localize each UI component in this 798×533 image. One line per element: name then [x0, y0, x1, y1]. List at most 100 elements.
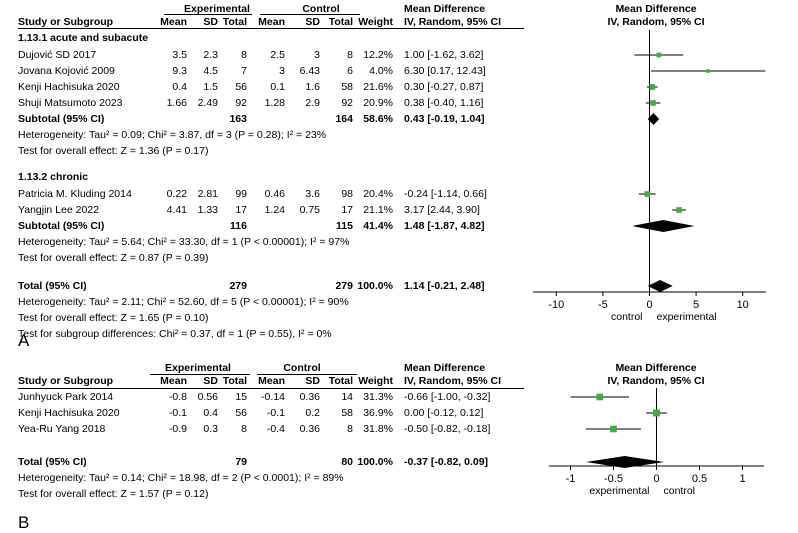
ci-value: -0.50 [-0.82, -0.18]: [404, 423, 491, 435]
summary-diamond: [585, 456, 665, 468]
ctl-mean: -0.1: [266, 407, 285, 419]
weight-value: 12.2%: [363, 49, 393, 61]
ctl-sd: 0.2: [305, 407, 320, 419]
panel-a-header-rule: [18, 28, 524, 29]
summary-ci: 1.48 [-1.87, 4.82]: [404, 220, 485, 232]
ctl-mean: 0.1: [270, 81, 285, 93]
weight-value: 31.3%: [363, 391, 393, 403]
footer-text: Heterogeneity: Tau² = 0.14; Chi² = 18.98…: [18, 472, 344, 484]
ctl-sd: 3.6: [305, 188, 320, 200]
md-header: Mean Difference: [404, 362, 486, 374]
study-name: Patricia M. Kluding 2014: [18, 188, 132, 200]
x-axis-tick-label: -10: [548, 299, 564, 311]
footer-text: Test for overall effect: Z = 1.65 (P = 0…: [18, 312, 209, 324]
ctl-mean: 2.5: [270, 49, 285, 61]
x-axis-tick-label: 5: [693, 299, 699, 311]
weight-value: 31.8%: [363, 423, 393, 435]
exp-total: 56: [235, 407, 247, 419]
x-axis-tick-label: -5: [598, 299, 608, 311]
panel-b-header-rule: [18, 388, 524, 389]
weight-value: 36.9%: [363, 407, 393, 419]
weight-value: 4.0%: [369, 65, 393, 77]
summary-label: Subtotal (95% CI): [18, 113, 105, 125]
study-name: Kenji Hachisuka 2020: [18, 407, 120, 419]
summary-weight: 100.0%: [357, 280, 393, 292]
exp-total: 7: [241, 65, 247, 77]
summary-label: Subtotal (95% CI): [18, 220, 105, 232]
study-name: Junhyuck Park 2014: [18, 391, 114, 403]
panel-label-a: A: [18, 331, 30, 350]
panel-b-ctl-header-rule: [257, 374, 357, 375]
panel-a-ctl-header-rule: [260, 14, 360, 15]
study-marker: [644, 191, 651, 197]
exp-total-header: Total: [222, 375, 247, 387]
exp-mean: -0.1: [168, 407, 187, 419]
summary-exp-total: 279: [229, 280, 247, 292]
md-header: Mean Difference: [404, 3, 486, 15]
exp-mean: 9.3: [172, 65, 187, 77]
summary-exp-total: 116: [230, 220, 247, 232]
experimental-header: Experimental: [184, 3, 250, 15]
summary-ctl-total: 164: [335, 113, 353, 125]
weight-value: 21.6%: [363, 81, 393, 93]
ctl-sd: 1.6: [305, 81, 320, 93]
x-axis-tick-label: -1: [566, 473, 576, 485]
exp-mean: 4.41: [166, 204, 187, 216]
weight-value: 20.9%: [363, 97, 393, 109]
ctl-sd-header: SD: [305, 375, 320, 387]
heterogeneity-text: Heterogeneity: Tau² = 0.09; Chi² = 3.87,…: [18, 129, 327, 141]
footer-text: Heterogeneity: Tau² = 2.11; Chi² = 52.60…: [18, 296, 349, 308]
ci-value: 3.17 [2.44, 3.90]: [404, 204, 480, 216]
ctl-total: 58: [341, 407, 353, 419]
x-axis-tick-label: 0: [646, 299, 652, 311]
exp-mean-header: Mean: [160, 375, 187, 387]
plot-method-header: IV, Random, 95% CI: [607, 16, 705, 28]
exp-total: 99: [235, 188, 247, 200]
exp-sd: 2.49: [197, 97, 218, 109]
summary-weight: 100.0%: [357, 456, 393, 468]
summary-ctl-total: 115: [336, 220, 353, 232]
exp-mean-header: Mean: [160, 16, 187, 28]
study-name: Jovana Kojović 2009: [18, 65, 115, 77]
study-name: Yea-Ru Yang 2018: [18, 423, 106, 435]
weight-value: 20.4%: [363, 188, 393, 200]
favours-right-label: control: [664, 485, 696, 497]
summary-ctl-total: 279: [335, 280, 353, 292]
md-method-header: IV, Random, 95% CI: [404, 16, 502, 28]
exp-mean: 0.22: [166, 188, 187, 200]
subgroup-title: 1.13.2 chronic: [18, 171, 89, 183]
control-header: Control: [302, 3, 340, 15]
exp-mean: 3.5: [172, 49, 187, 61]
exp-sd: 2.81: [197, 188, 218, 200]
ci-value: 0.30 [-0.27, 0.87]: [404, 81, 484, 93]
weight-header: Weight: [358, 375, 393, 387]
summary-ci: -0.37 [-0.82, 0.09]: [404, 456, 489, 468]
exp-sd: 1.5: [203, 81, 218, 93]
summary-weight: 58.6%: [363, 113, 393, 125]
study-header: Study or Subgroup: [18, 16, 114, 28]
ctl-total: 58: [341, 81, 353, 93]
footer-text: Test for subgroup differences: Chi² = 0.…: [18, 328, 332, 340]
experimental-header: Experimental: [165, 362, 231, 374]
ctl-total-header: Total: [328, 16, 353, 28]
study-name: Yangjin Lee 2022: [18, 204, 99, 216]
exp-sd: 0.3: [203, 423, 218, 435]
exp-sd: 1.33: [197, 204, 218, 216]
ctl-sd: 0.75: [299, 204, 320, 216]
exp-sd-header: SD: [203, 375, 218, 387]
plot-title-header: Mean Difference: [615, 362, 697, 374]
exp-total: 17: [235, 204, 247, 216]
summary-diamond: [647, 280, 673, 292]
heterogeneity-text: Heterogeneity: Tau² = 5.64; Chi² = 33.30…: [18, 236, 350, 248]
ci-value: -0.24 [-1.14, 0.66]: [404, 188, 487, 200]
x-axis-tick-label: 10: [737, 299, 749, 311]
ctl-total: 8: [347, 423, 353, 435]
exp-sd: 0.56: [197, 391, 218, 403]
exp-mean: -0.9: [168, 423, 187, 435]
study-marker: [649, 84, 656, 90]
panel-a-exp-header-rule: [164, 14, 252, 15]
ci-value: 6.30 [0.17, 12.43]: [404, 65, 486, 77]
ctl-mean: -0.4: [266, 423, 285, 435]
